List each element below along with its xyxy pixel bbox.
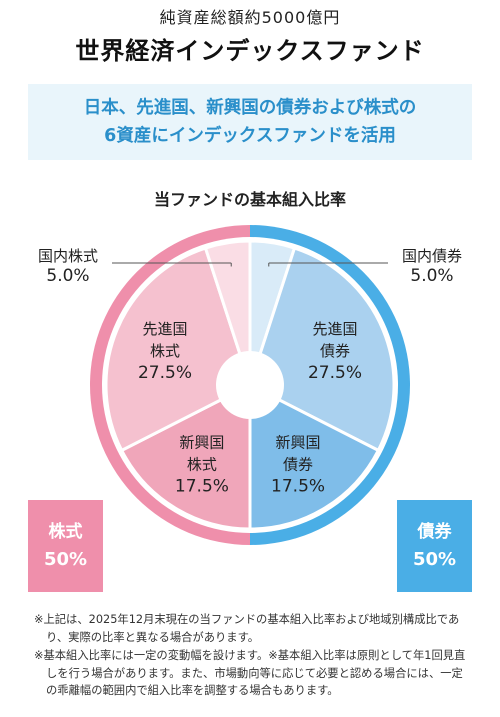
- slice-label-5-line-1: 先進国: [142, 320, 187, 338]
- label-domestic-bonds: 国内債券 5.0%: [392, 246, 472, 286]
- label-domestic-stocks-value: 5.0%: [46, 266, 90, 286]
- slice-label-3-line-3: 17.5%: [271, 476, 325, 496]
- label-domestic-bonds-value: 5.0%: [410, 266, 454, 286]
- pie-slice-6: [203, 239, 252, 386]
- banner-line-2: 6資産にインデックスファンドを活用: [104, 126, 396, 146]
- footnote-1: ※上記は、2025年12月末現在の当ファンドの基本組入比率および地域別構成比であ…: [34, 613, 460, 644]
- slice-label-2-line-2: 債券: [320, 342, 350, 360]
- fund-title: 世界経済インデックスファンド: [75, 37, 425, 65]
- slice-label-3-line-1: 新興国: [276, 433, 321, 451]
- slice-label-4-line-1: 新興国: [179, 433, 224, 451]
- chart-title: 当ファンドの基本組入比率: [153, 190, 346, 209]
- stocks-total-box: 株式 50%: [28, 500, 103, 592]
- slice-label-2-line-3: 27.5%: [308, 363, 362, 383]
- slice-label-4-line-3: 17.5%: [175, 476, 229, 496]
- label-domestic-bonds-name: 国内債券: [401, 247, 462, 265]
- summary-banner: 日本、先進国、新興国の債券および株式の 6資産にインデックスファンドを活用: [28, 84, 472, 160]
- slice-label-5-line-3: 27.5%: [138, 363, 192, 383]
- slice-label-2-line-1: 先進国: [312, 320, 357, 338]
- slice-label-3-line-2: 債券: [283, 455, 313, 473]
- pie-center-hole: [216, 351, 284, 419]
- pie-slice-5: [104, 246, 252, 453]
- slice-label-5-line-2: 株式: [150, 342, 180, 360]
- slice-label-4-line-2: 株式: [187, 455, 217, 473]
- fund-subtitle: 純資産総額約5000億円: [159, 8, 341, 27]
- banner-line-1: 日本、先進国、新興国の債券および株式の: [83, 98, 417, 118]
- footnote-2: ※基本組入比率には一定の変動幅を設けます。※基本組入比率は原則として年1回見直し…: [34, 649, 466, 697]
- label-domestic-stocks: 国内株式 5.0%: [28, 246, 108, 286]
- label-domestic-stocks-name: 国内株式: [37, 247, 98, 265]
- pie-slice-2: [248, 246, 396, 453]
- footnotes: ※上記は、2025年12月末現在の当ファンドの基本組入比率および地域別構成比であ…: [34, 611, 474, 701]
- pie-slice-4: [119, 382, 252, 531]
- pie-slice-3: [248, 382, 381, 531]
- stocks-total-label: 株式: [48, 522, 83, 542]
- bonds-total-box: 債券 50%: [397, 500, 472, 592]
- bonds-total-value: 50%: [412, 549, 457, 570]
- stocks-total-value: 50%: [43, 549, 88, 570]
- bonds-total-label: 債券: [417, 522, 452, 542]
